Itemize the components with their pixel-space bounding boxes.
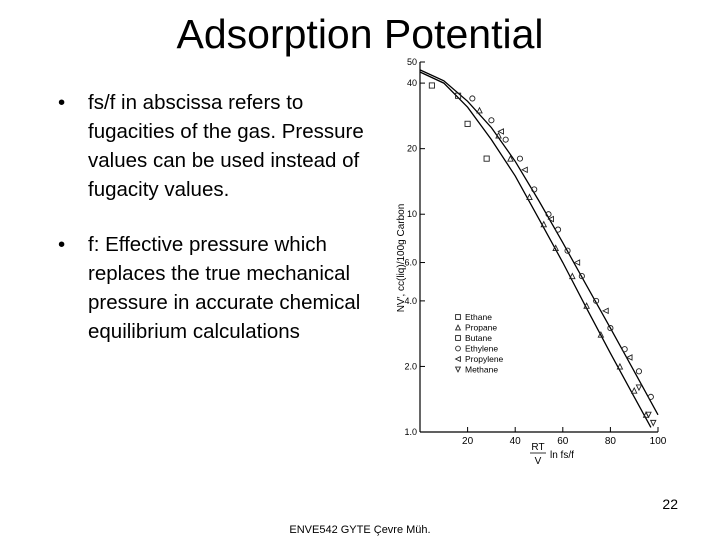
marker-circle xyxy=(516,155,524,162)
marker-triangle-left xyxy=(547,215,554,223)
chart-curves xyxy=(419,69,659,428)
marker-circle xyxy=(488,117,495,124)
bullet-symbol: • xyxy=(58,91,66,114)
marker-circle xyxy=(593,297,600,304)
marker-square xyxy=(464,120,471,127)
marker-circle xyxy=(578,273,585,280)
marker-square xyxy=(483,155,490,162)
x-tick-label: 40 xyxy=(510,436,522,447)
legend-entry: Ethylene xyxy=(465,344,498,354)
footer-text: ENVE542 GYTE Çevre Müh. xyxy=(289,524,431,536)
marker-triangle-left xyxy=(454,355,461,363)
x-axis-label: RT V ln fs/f xyxy=(530,442,574,467)
marker-circle xyxy=(554,226,562,233)
y-tick-label: 6.0 xyxy=(404,258,417,268)
marker-circle xyxy=(635,368,643,375)
marker-triangle-up xyxy=(540,220,548,228)
marker-triangle-left xyxy=(602,307,609,315)
marker-circle xyxy=(621,346,628,353)
bullet-item-fugacity: • fs/f in abscissa refers to fugacities … xyxy=(58,88,378,204)
marker-square xyxy=(455,314,461,320)
x-tick-label: 80 xyxy=(605,436,617,447)
x-label-v: V xyxy=(535,456,542,467)
chart-axes: 20 40 60 80 100 1.0 2.0 4.0 6.0 10 20 40 50 xyxy=(404,57,666,447)
page-number: 22 xyxy=(662,496,678,512)
marker-triangle-up xyxy=(495,131,502,139)
slide-title: Adsorption Potential xyxy=(176,11,544,57)
bullet-text: fs/f in abscissa refers to fugacities of… xyxy=(88,91,364,201)
marker-circle xyxy=(469,95,476,102)
marker-circle xyxy=(564,247,571,254)
y-tick-label: 1.0 xyxy=(404,427,417,437)
marker-circle xyxy=(647,393,654,400)
y-tick-label: 2.0 xyxy=(404,361,417,371)
marker-triangle-up xyxy=(597,331,605,338)
marker-triangle-up xyxy=(568,272,576,280)
marker-circle xyxy=(502,136,509,143)
y-axis-label: NV′, cc(liq)/100g Carbon xyxy=(396,204,407,313)
marker-triangle-left xyxy=(521,166,528,174)
x-label-ln: ln fs/f xyxy=(550,450,574,461)
legend-entry: Methane xyxy=(465,365,498,375)
bullet-text: f: Effective pressure which replaces the… xyxy=(88,233,361,343)
marker-circle xyxy=(607,325,614,332)
marker-triangle-left xyxy=(625,354,633,361)
bullet-item-effective-pressure: • f: Effective pressure which replaces t… xyxy=(58,230,378,346)
marker-triangle-up xyxy=(507,155,514,162)
marker-circle xyxy=(455,345,461,352)
marker-triangle-down xyxy=(454,366,462,373)
y-tick-label: 4.0 xyxy=(404,296,417,306)
marker-triangle-up xyxy=(476,106,483,114)
marker-triangle-up xyxy=(583,302,590,309)
marker-triangle-down xyxy=(649,419,657,427)
marker-triangle-down xyxy=(635,384,643,392)
marker-triangle-left xyxy=(497,128,504,135)
marker-triangle-up xyxy=(630,386,638,394)
data-curve xyxy=(419,71,652,428)
chart-points xyxy=(428,82,657,427)
marker-triangle-up xyxy=(552,244,559,252)
y-tick-label: 20 xyxy=(407,144,417,154)
marker-triangle-up xyxy=(454,324,462,331)
marker-square xyxy=(455,92,462,99)
marker-triangle-down xyxy=(645,411,652,419)
legend-entry: Propylene xyxy=(465,354,504,364)
marker-square xyxy=(428,82,435,89)
marker-circle xyxy=(545,211,552,218)
marker-circle xyxy=(531,186,538,193)
y-tick-label: 40 xyxy=(407,78,417,88)
legend-entry: Ethane xyxy=(465,312,492,322)
x-tick-label: 20 xyxy=(462,436,474,447)
x-label-rt: RT xyxy=(531,442,544,453)
y-tick-label: 10 xyxy=(407,209,417,219)
x-tick-label: 60 xyxy=(557,436,569,447)
y-tick-label: 50 xyxy=(407,57,417,67)
chart-legend: EthanePropaneButaneEthylenePropyleneMeth… xyxy=(454,312,504,375)
marker-triangle-up xyxy=(526,193,533,201)
marker-triangle-left xyxy=(573,259,581,266)
marker-square xyxy=(455,335,461,341)
x-tick-label: 100 xyxy=(650,436,667,447)
legend-entry: Butane xyxy=(465,333,492,343)
data-curve xyxy=(419,69,659,416)
legend-entry: Propane xyxy=(465,323,497,333)
bullet-symbol: • xyxy=(58,233,66,256)
marker-triangle-up xyxy=(616,362,624,370)
bullet-list: • fs/f in abscissa refers to fugacities … xyxy=(58,88,378,346)
